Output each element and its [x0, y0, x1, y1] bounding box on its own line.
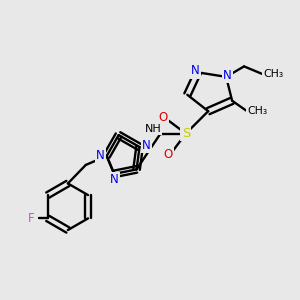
- Text: CH₃: CH₃: [248, 106, 268, 116]
- Text: NH: NH: [145, 124, 161, 134]
- Text: N: N: [110, 173, 118, 186]
- Text: O: O: [159, 111, 168, 124]
- Text: S: S: [182, 127, 190, 140]
- Text: CH₃: CH₃: [263, 69, 283, 79]
- Text: N: N: [191, 64, 200, 77]
- Text: O: O: [163, 148, 172, 161]
- Text: N: N: [96, 149, 104, 163]
- Text: N: N: [142, 139, 151, 152]
- Text: N: N: [223, 69, 232, 82]
- Text: F: F: [28, 212, 34, 225]
